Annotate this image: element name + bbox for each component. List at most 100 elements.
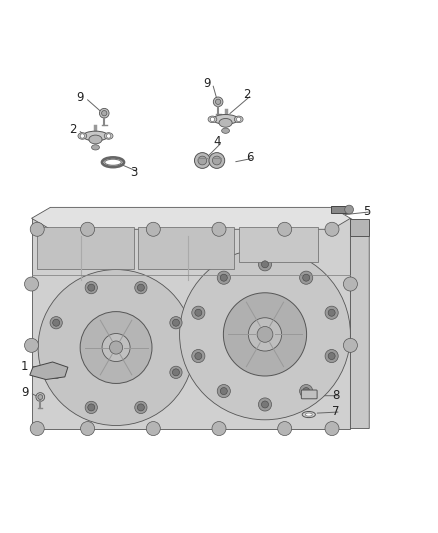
Circle shape [85, 401, 97, 414]
Circle shape [343, 277, 357, 291]
Polygon shape [350, 219, 369, 429]
Circle shape [180, 249, 350, 420]
Circle shape [345, 205, 353, 214]
Ellipse shape [89, 135, 102, 144]
Circle shape [217, 271, 230, 284]
Circle shape [146, 422, 160, 435]
Ellipse shape [92, 145, 99, 150]
Ellipse shape [219, 118, 232, 127]
FancyBboxPatch shape [350, 219, 369, 236]
Circle shape [38, 270, 194, 425]
FancyBboxPatch shape [301, 390, 317, 399]
Circle shape [81, 222, 95, 236]
Ellipse shape [234, 116, 243, 123]
Circle shape [53, 319, 60, 326]
Text: 9: 9 [21, 386, 28, 399]
Ellipse shape [305, 413, 312, 416]
Polygon shape [32, 207, 350, 229]
Text: 2: 2 [69, 123, 77, 136]
Circle shape [212, 156, 221, 165]
Circle shape [50, 317, 62, 329]
Circle shape [30, 422, 44, 435]
Circle shape [99, 108, 109, 118]
Circle shape [80, 134, 85, 138]
Circle shape [217, 384, 230, 398]
Circle shape [257, 327, 273, 342]
Ellipse shape [208, 116, 217, 123]
FancyBboxPatch shape [331, 206, 349, 213]
Circle shape [300, 384, 313, 398]
Circle shape [212, 222, 226, 236]
Text: 6: 6 [246, 151, 254, 164]
Text: 9: 9 [204, 77, 211, 90]
FancyBboxPatch shape [138, 227, 234, 269]
Circle shape [85, 281, 97, 294]
Circle shape [38, 394, 42, 399]
Circle shape [173, 319, 180, 326]
Circle shape [261, 401, 268, 408]
FancyBboxPatch shape [37, 227, 134, 269]
Circle shape [102, 334, 130, 361]
Circle shape [325, 306, 338, 319]
Circle shape [300, 271, 313, 284]
Polygon shape [30, 362, 68, 379]
Circle shape [220, 387, 227, 394]
Circle shape [80, 312, 152, 383]
Circle shape [343, 338, 357, 352]
Circle shape [213, 97, 223, 107]
Text: 7: 7 [332, 406, 339, 418]
Circle shape [278, 422, 292, 435]
FancyBboxPatch shape [239, 227, 318, 262]
Circle shape [209, 152, 225, 168]
Circle shape [173, 369, 180, 376]
Ellipse shape [213, 115, 238, 124]
Circle shape [258, 398, 272, 411]
Circle shape [198, 156, 207, 165]
Ellipse shape [105, 159, 121, 165]
Circle shape [25, 338, 39, 352]
Circle shape [170, 366, 182, 378]
Circle shape [194, 152, 210, 168]
Circle shape [106, 134, 111, 138]
Circle shape [146, 222, 160, 236]
Circle shape [210, 117, 215, 122]
Circle shape [195, 352, 202, 360]
Circle shape [170, 317, 182, 329]
Circle shape [248, 318, 282, 351]
Circle shape [88, 404, 95, 411]
Ellipse shape [83, 131, 108, 141]
Text: 8: 8 [332, 389, 339, 402]
Circle shape [135, 281, 147, 294]
Circle shape [223, 293, 307, 376]
Circle shape [303, 274, 310, 281]
Circle shape [325, 350, 338, 362]
Circle shape [328, 352, 335, 360]
Circle shape [220, 274, 227, 281]
Text: 9: 9 [77, 91, 84, 104]
Ellipse shape [104, 133, 113, 139]
Circle shape [195, 309, 202, 316]
Text: 5: 5 [363, 205, 370, 218]
Circle shape [102, 110, 107, 116]
Text: 3: 3 [131, 166, 138, 179]
Circle shape [325, 222, 339, 236]
Circle shape [36, 393, 45, 401]
Circle shape [88, 284, 95, 291]
Ellipse shape [78, 133, 87, 139]
Circle shape [135, 401, 147, 414]
Ellipse shape [302, 411, 315, 418]
Text: 4: 4 [214, 135, 221, 148]
Circle shape [192, 350, 205, 362]
Circle shape [50, 366, 62, 378]
Circle shape [237, 117, 241, 122]
Text: 1: 1 [21, 360, 28, 373]
Circle shape [192, 306, 205, 319]
Circle shape [30, 222, 44, 236]
Circle shape [212, 422, 226, 435]
Circle shape [81, 422, 95, 435]
Polygon shape [32, 219, 350, 429]
Circle shape [25, 277, 39, 291]
Circle shape [138, 284, 145, 291]
Circle shape [258, 258, 272, 271]
Circle shape [325, 422, 339, 435]
